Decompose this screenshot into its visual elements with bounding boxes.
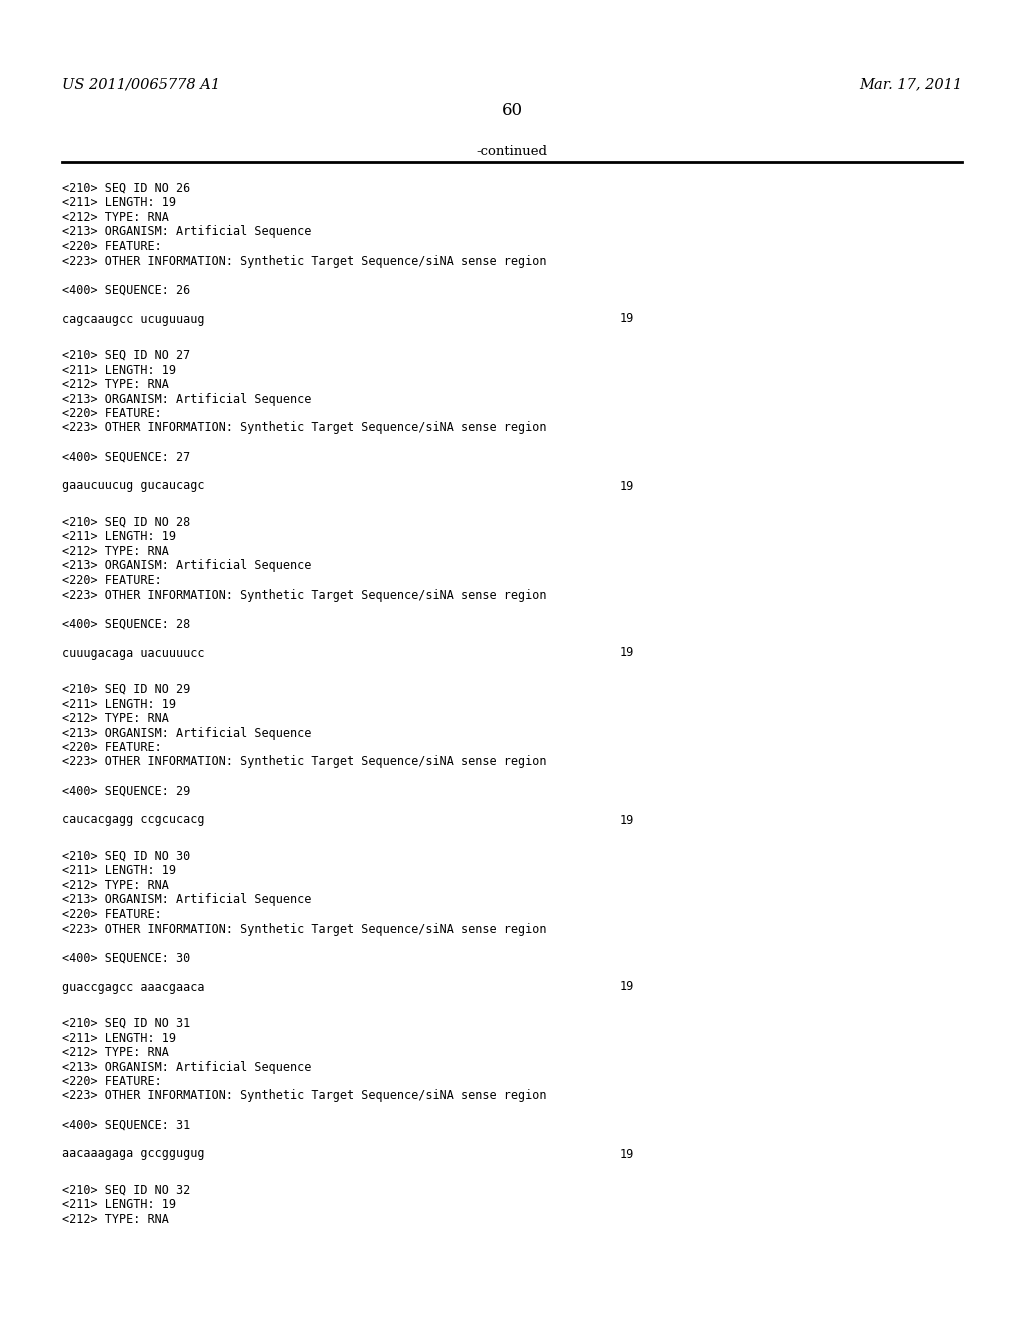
Text: <400> SEQUENCE: 27: <400> SEQUENCE: 27 [62,450,190,463]
Text: <220> FEATURE:: <220> FEATURE: [62,908,162,921]
Text: <223> OTHER INFORMATION: Synthetic Target Sequence/siNA sense region: <223> OTHER INFORMATION: Synthetic Targe… [62,589,547,602]
Text: <212> TYPE: RNA: <212> TYPE: RNA [62,1213,169,1226]
Text: 60: 60 [502,102,522,119]
Text: <220> FEATURE:: <220> FEATURE: [62,240,162,253]
Text: <213> ORGANISM: Artificial Sequence: <213> ORGANISM: Artificial Sequence [62,226,311,239]
Text: caucacgagg ccgcucacg: caucacgagg ccgcucacg [62,813,205,826]
Text: <223> OTHER INFORMATION: Synthetic Target Sequence/siNA sense region: <223> OTHER INFORMATION: Synthetic Targe… [62,1089,547,1102]
Text: Mar. 17, 2011: Mar. 17, 2011 [859,77,962,91]
Text: <212> TYPE: RNA: <212> TYPE: RNA [62,711,169,725]
Text: <400> SEQUENCE: 28: <400> SEQUENCE: 28 [62,618,190,631]
Text: <212> TYPE: RNA: <212> TYPE: RNA [62,879,169,892]
Text: 19: 19 [620,313,634,326]
Text: 19: 19 [620,1147,634,1160]
Text: <211> LENGTH: 19: <211> LENGTH: 19 [62,197,176,210]
Text: <211> LENGTH: 19: <211> LENGTH: 19 [62,865,176,878]
Text: <223> OTHER INFORMATION: Synthetic Target Sequence/siNA sense region: <223> OTHER INFORMATION: Synthetic Targe… [62,255,547,268]
Text: <220> FEATURE:: <220> FEATURE: [62,741,162,754]
Text: <213> ORGANISM: Artificial Sequence: <213> ORGANISM: Artificial Sequence [62,726,311,739]
Text: <210> SEQ ID NO 27: <210> SEQ ID NO 27 [62,348,190,362]
Text: aacaaagaga gccggugug: aacaaagaga gccggugug [62,1147,205,1160]
Text: <210> SEQ ID NO 32: <210> SEQ ID NO 32 [62,1184,190,1197]
Text: <223> OTHER INFORMATION: Synthetic Target Sequence/siNA sense region: <223> OTHER INFORMATION: Synthetic Targe… [62,421,547,434]
Text: <210> SEQ ID NO 26: <210> SEQ ID NO 26 [62,182,190,195]
Text: 19: 19 [620,981,634,994]
Text: <210> SEQ ID NO 31: <210> SEQ ID NO 31 [62,1016,190,1030]
Text: <212> TYPE: RNA: <212> TYPE: RNA [62,1045,169,1059]
Text: <223> OTHER INFORMATION: Synthetic Target Sequence/siNA sense region: <223> OTHER INFORMATION: Synthetic Targe… [62,755,547,768]
Text: <210> SEQ ID NO 29: <210> SEQ ID NO 29 [62,682,190,696]
Text: <210> SEQ ID NO 28: <210> SEQ ID NO 28 [62,516,190,529]
Text: <400> SEQUENCE: 26: <400> SEQUENCE: 26 [62,284,190,297]
Text: <211> LENGTH: 19: <211> LENGTH: 19 [62,531,176,544]
Text: guaccgagcc aaacgaaca: guaccgagcc aaacgaaca [62,981,205,994]
Text: <212> TYPE: RNA: <212> TYPE: RNA [62,378,169,391]
Text: <210> SEQ ID NO 30: <210> SEQ ID NO 30 [62,850,190,863]
Text: <212> TYPE: RNA: <212> TYPE: RNA [62,545,169,558]
Text: <211> LENGTH: 19: <211> LENGTH: 19 [62,1031,176,1044]
Text: <213> ORGANISM: Artificial Sequence: <213> ORGANISM: Artificial Sequence [62,894,311,907]
Text: US 2011/0065778 A1: US 2011/0065778 A1 [62,77,220,91]
Text: <211> LENGTH: 19: <211> LENGTH: 19 [62,697,176,710]
Text: 19: 19 [620,813,634,826]
Text: <220> FEATURE:: <220> FEATURE: [62,407,162,420]
Text: 19: 19 [620,479,634,492]
Text: -continued: -continued [476,145,548,158]
Text: cagcaaugcc ucuguuaug: cagcaaugcc ucuguuaug [62,313,205,326]
Text: <220> FEATURE:: <220> FEATURE: [62,1074,162,1088]
Text: 19: 19 [620,647,634,660]
Text: <400> SEQUENCE: 29: <400> SEQUENCE: 29 [62,784,190,797]
Text: <220> FEATURE:: <220> FEATURE: [62,574,162,587]
Text: cuuugacaga uacuuuucc: cuuugacaga uacuuuucc [62,647,205,660]
Text: <213> ORGANISM: Artificial Sequence: <213> ORGANISM: Artificial Sequence [62,392,311,405]
Text: gaaucuucug gucaucagc: gaaucuucug gucaucagc [62,479,205,492]
Text: <400> SEQUENCE: 31: <400> SEQUENCE: 31 [62,1118,190,1131]
Text: <211> LENGTH: 19: <211> LENGTH: 19 [62,363,176,376]
Text: <223> OTHER INFORMATION: Synthetic Target Sequence/siNA sense region: <223> OTHER INFORMATION: Synthetic Targe… [62,923,547,936]
Text: <212> TYPE: RNA: <212> TYPE: RNA [62,211,169,224]
Text: <211> LENGTH: 19: <211> LENGTH: 19 [62,1199,176,1212]
Text: <213> ORGANISM: Artificial Sequence: <213> ORGANISM: Artificial Sequence [62,1060,311,1073]
Text: <400> SEQUENCE: 30: <400> SEQUENCE: 30 [62,952,190,965]
Text: <213> ORGANISM: Artificial Sequence: <213> ORGANISM: Artificial Sequence [62,560,311,573]
